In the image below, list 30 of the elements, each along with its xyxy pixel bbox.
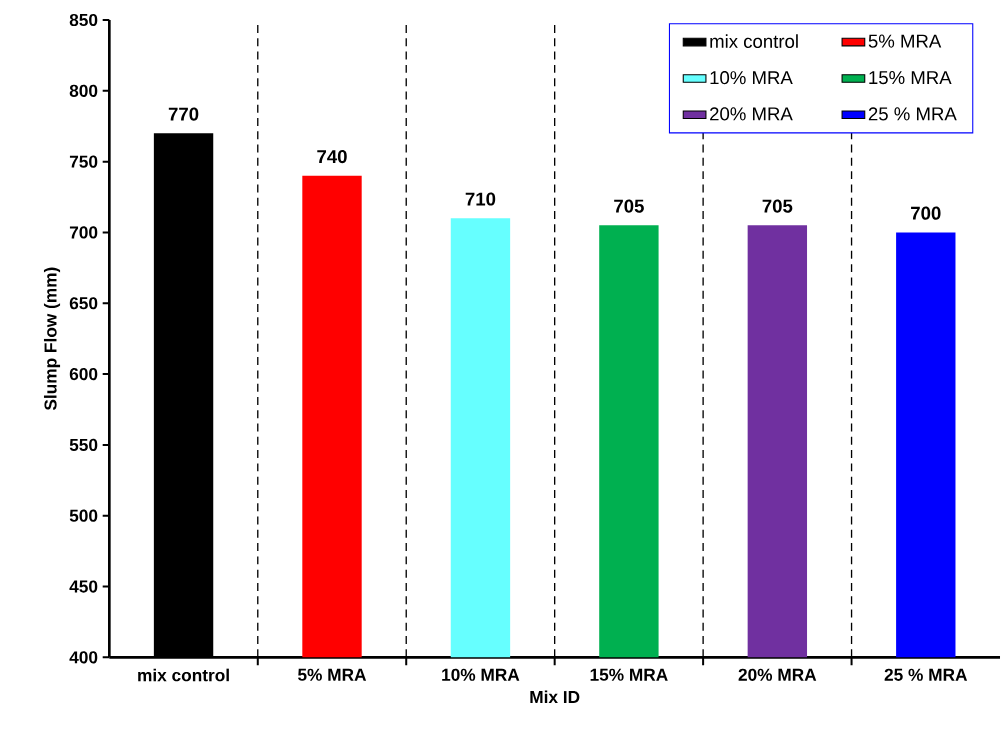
legend-label: mix control [710,34,798,49]
x-tick-label: 5% MRA [298,668,367,681]
y-tick-label: 600 [69,367,98,381]
x-tick-label: 20% MRA [738,668,817,681]
y-tick-label: 550 [69,438,98,451]
data-label: 770 [168,107,199,121]
data-label: 705 [614,199,644,213]
y-axis-title: Slump Flow (mm) [43,267,61,411]
y-tick-label: 700 [69,226,98,239]
y-tick-label: 400 [69,651,98,664]
legend-label: 15% MRA [869,71,952,85]
data-label: 705 [762,199,793,213]
x-tick-label: 10% MRA [442,668,520,681]
data-label: 700 [911,206,941,220]
y-tick-label: 800 [69,84,98,97]
x-tick-label: 25 % MRA [884,668,968,681]
y-tick-label: 650 [69,297,98,310]
x-axis-title: Mix ID [530,690,580,703]
legend-label: 20% MRA [710,107,793,121]
y-tick-label: 850 [69,13,98,27]
y-tick-label: 450 [69,580,98,593]
data-label: 710 [465,192,496,206]
x-tick-label: mix control [138,668,229,682]
legend-label: 25 % MRA [868,107,957,121]
data-label: 740 [317,149,347,164]
y-tick-label: 750 [69,155,98,168]
y-tick-label: 500 [69,509,98,522]
legend-label: 10% MRA [710,71,793,85]
legend-label: 5% MRA [868,34,942,48]
x-tick-label: 15% MRA [590,668,668,681]
